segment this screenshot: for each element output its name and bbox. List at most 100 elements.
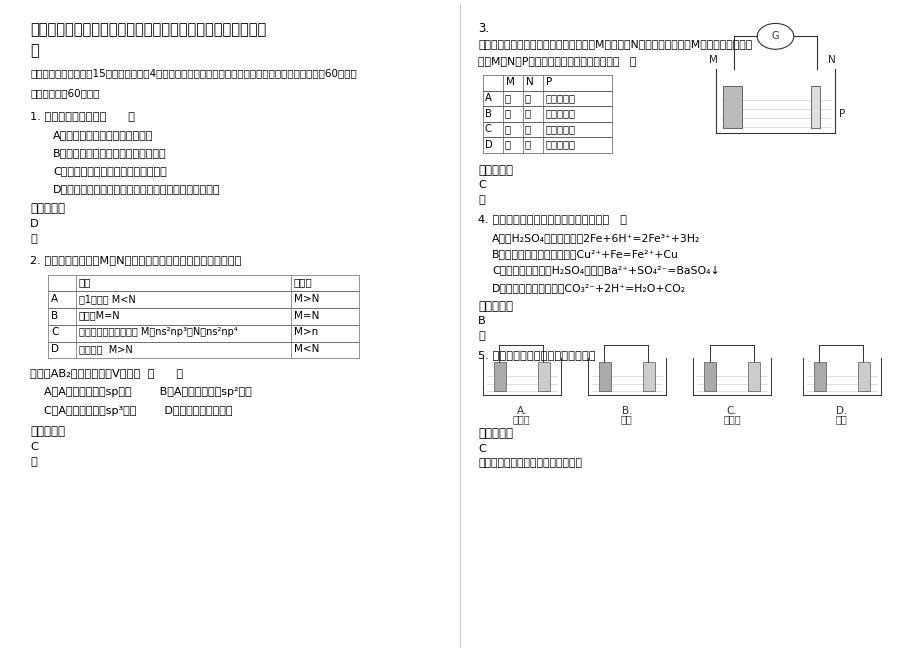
Bar xyxy=(642,362,654,391)
Text: 铁: 铁 xyxy=(525,109,530,118)
Text: 考点：原电池和电解池的工作原理。: 考点：原电池和电解池的工作原理。 xyxy=(478,458,582,469)
Text: 下图所示装置中观察到电流计指针偏转，M棒变粗，N棒变细，指针指向M，由此判断下表中: 下图所示装置中观察到电流计指针偏转，M棒变粗，N棒变细，指针指向M，由此判断下表… xyxy=(478,39,752,49)
Text: G: G xyxy=(771,31,778,42)
Bar xyxy=(482,106,611,122)
Text: A．A原子不可能是sp杂化        B．A原子不可能是sp²杂化: A．A原子不可能是sp杂化 B．A原子不可能是sp²杂化 xyxy=(44,387,252,398)
Text: M>N: M>N xyxy=(293,294,319,304)
Text: 已知某AB₂分子的构型为V型，则  （      ）: 已知某AB₂分子的构型为V型，则 （ ） xyxy=(30,368,183,378)
Text: D: D xyxy=(484,139,492,150)
Bar xyxy=(598,362,610,391)
Text: 参考答案：: 参考答案： xyxy=(30,425,65,438)
Text: N: N xyxy=(827,55,834,65)
Bar xyxy=(857,362,868,391)
Text: 参考答案：: 参考答案： xyxy=(30,202,65,215)
Text: C: C xyxy=(478,443,485,454)
Text: 第1电离能 M<N: 第1电离能 M<N xyxy=(79,294,135,304)
Text: 1. 下列说法正确的是（      ）: 1. 下列说法正确的是（ ） xyxy=(30,111,135,120)
Text: 基态原子价层电子排布 M：ns²np³，N：ns²np⁴: 基态原子价层电子排布 M：ns²np³，N：ns²np⁴ xyxy=(79,327,237,337)
Text: 3.: 3. xyxy=(478,22,489,35)
Text: A.: A. xyxy=(516,406,527,415)
Bar xyxy=(537,362,549,391)
Text: D: D xyxy=(30,219,39,229)
Text: M<N: M<N xyxy=(293,344,319,354)
Text: 银: 银 xyxy=(505,124,510,134)
Text: 略: 略 xyxy=(30,234,37,245)
Bar xyxy=(49,342,359,359)
Text: 所列M、N、P物质，其中可以成立的组合是（   ）: 所列M、N、P物质，其中可以成立的组合是（ ） xyxy=(478,56,636,66)
Text: B．沸点：汽油＞煤油＞柴油＞润滑油: B．沸点：汽油＞煤油＞柴油＞润滑油 xyxy=(53,148,166,158)
Text: 锌: 锌 xyxy=(525,124,530,134)
Bar xyxy=(703,362,715,391)
Text: 非金属: 非金属 xyxy=(293,277,312,287)
Text: D．碳酸钙与盐酸反应：CO₃²⁻+2H⁺=H₂O+CO₂: D．碳酸钙与盐酸反应：CO₃²⁻+2H⁺=H₂O+CO₂ xyxy=(492,283,686,293)
Text: 电负性M=N: 电负性M=N xyxy=(79,311,120,321)
Bar xyxy=(482,90,611,106)
Text: M: M xyxy=(709,55,717,65)
Text: M>n: M>n xyxy=(293,327,317,337)
Text: 略: 略 xyxy=(30,457,37,467)
Text: 事实: 事实 xyxy=(79,277,91,287)
Text: 4. 下列反应的离子方程式书写正确的是（   ）: 4. 下列反应的离子方程式书写正确的是（ ） xyxy=(478,214,627,225)
Text: B．氯化铜溶液与铁粉反应：Cu²⁺+Fe=Fe²⁺+Cu: B．氯化铜溶液与铁粉反应：Cu²⁺+Fe=Fe²⁺+Cu xyxy=(492,249,678,259)
Text: 锌: 锌 xyxy=(505,93,510,103)
Text: B: B xyxy=(484,109,491,118)
Text: C．分馏汽油和裂化汽油成分完全相同: C．分馏汽油和裂化汽油成分完全相同 xyxy=(53,166,166,176)
Text: D: D xyxy=(51,344,59,354)
Text: 一、单选题（本大题共15个小题，每小题4分。在每小题给出的四个选项中，只有一项符合题目要求，共60分。）: 一、单选题（本大题共15个小题，每小题4分。在每小题给出的四个选项中，只有一项符… xyxy=(30,68,357,79)
Text: D．石油的分馏是物理过程，而裂化和裂解属于化学过程: D．石油的分馏是物理过程，而裂化和裂解属于化学过程 xyxy=(53,184,221,194)
Text: 参考答案：: 参考答案： xyxy=(478,428,513,441)
Text: 稀硫酸溶液: 稀硫酸溶液 xyxy=(544,93,574,103)
Text: 稀酸: 稀酸 xyxy=(620,415,632,424)
Text: 2. 下列有关主族元素M、N非金属性强弱比较的说明中，正确的是: 2. 下列有关主族元素M、N非金属性强弱比较的说明中，正确的是 xyxy=(30,255,242,265)
Text: 稀硫酸: 稀硫酸 xyxy=(513,415,530,424)
Text: B: B xyxy=(478,316,485,326)
Text: 硝酸铁溶液: 硝酸铁溶液 xyxy=(544,139,574,150)
Text: 参考答案：: 参考答案： xyxy=(478,164,513,177)
Bar xyxy=(747,362,759,391)
Text: B: B xyxy=(51,311,58,321)
Text: 析: 析 xyxy=(30,43,39,58)
Text: 硝酸银溶液: 硝酸银溶液 xyxy=(544,124,574,134)
Bar xyxy=(811,86,820,128)
Text: 锌: 锌 xyxy=(505,139,510,150)
Text: C．氯化钡溶液与稀H₂SO₄反应：Ba²⁺+SO₄²⁻=BaSO₄↓: C．氯化钡溶液与稀H₂SO₄反应：Ba²⁺+SO₄²⁻=BaSO₄↓ xyxy=(492,266,719,276)
Text: C．A原子不可能是sp³杂化        D．不可能是极性分子: C．A原子不可能是sp³杂化 D．不可能是极性分子 xyxy=(44,406,233,415)
Text: C: C xyxy=(30,441,38,452)
Text: 铜: 铜 xyxy=(525,93,530,103)
Text: 参考答案：: 参考答案： xyxy=(478,299,513,312)
Bar xyxy=(49,291,359,308)
Bar xyxy=(49,275,359,291)
Text: A: A xyxy=(51,294,58,304)
Text: C: C xyxy=(484,124,491,134)
Text: 稀硫酸: 稀硫酸 xyxy=(722,415,740,424)
Text: 5. 下列装置中能构成原电池的是（）: 5. 下列装置中能构成原电池的是（） xyxy=(478,350,596,360)
Bar xyxy=(482,75,611,90)
Bar xyxy=(722,86,741,128)
Text: P: P xyxy=(838,109,845,118)
Text: 辽宁省丹东市辽宁财专附属职业中学高二化学期末试题含解析: 辽宁省丹东市辽宁财专附属职业中学高二化学期末试题含解析 xyxy=(30,22,267,37)
Text: 铁: 铁 xyxy=(525,139,530,150)
Text: 题目要求，共60分。）: 题目要求，共60分。） xyxy=(30,88,99,98)
Text: C: C xyxy=(478,180,485,190)
Text: 原子半径  M>N: 原子半径 M>N xyxy=(79,344,132,354)
Text: C.: C. xyxy=(726,406,737,415)
Text: A．石油是混合物，汽油是纯净物: A．石油是混合物，汽油是纯净物 xyxy=(53,130,153,140)
Bar xyxy=(813,362,825,391)
Text: M: M xyxy=(505,77,514,87)
Text: A: A xyxy=(484,93,491,103)
Text: N: N xyxy=(526,77,533,87)
Text: A．稀H₂SO₄与铁粉反应：2Fe+6H⁺=2Fe³⁺+3H₂: A．稀H₂SO₄与铁粉反应：2Fe+6H⁺=2Fe³⁺+3H₂ xyxy=(492,232,699,243)
Text: C: C xyxy=(51,327,59,337)
Text: B.: B. xyxy=(621,406,631,415)
Text: 略: 略 xyxy=(478,331,484,340)
Bar xyxy=(494,362,505,391)
Text: P: P xyxy=(545,77,551,87)
Text: 铜: 铜 xyxy=(505,109,510,118)
Bar xyxy=(482,122,611,137)
Bar xyxy=(482,137,611,152)
Text: 酒精: 酒精 xyxy=(835,415,846,424)
Text: M=N: M=N xyxy=(293,311,319,321)
Bar xyxy=(49,308,359,325)
Bar xyxy=(49,325,359,342)
Text: D.: D. xyxy=(835,406,846,415)
